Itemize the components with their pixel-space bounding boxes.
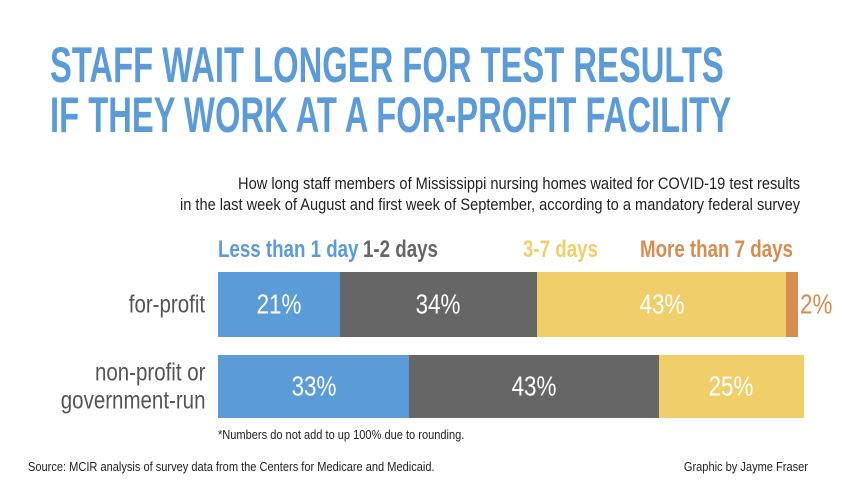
value-label: 21% [256, 288, 302, 320]
bar-segment [409, 355, 659, 418]
bar-segment [537, 272, 787, 337]
credit: Graphic by Jayme Fraser [683, 459, 808, 474]
legend-label: More than 7 days [640, 236, 793, 263]
bar-segment [339, 272, 537, 337]
bar-segment [218, 355, 410, 418]
legend-label: 1-2 days [363, 236, 438, 263]
legend-label: Less than 1 day [218, 236, 359, 263]
value-label: 43% [511, 370, 557, 402]
footnote: *Numbers do not add to up 100% due to ro… [218, 427, 465, 442]
value-label: 2% [800, 288, 833, 320]
value-label: 33% [291, 370, 337, 402]
bar-segment [786, 272, 798, 337]
bar-segment [218, 272, 340, 337]
source: Source: MCIR analysis of survey data fro… [28, 459, 435, 474]
category-label: non-profit or government-run [60, 357, 205, 415]
chart-title: STAFF WAIT LONGER FOR TEST RESULTS IF TH… [50, 37, 732, 143]
legend-label: 3-7 days [523, 236, 598, 263]
value-label: 25% [708, 370, 754, 402]
value-label: 34% [415, 288, 461, 320]
value-label: 43% [639, 288, 685, 320]
category-label: for-profit [128, 290, 205, 319]
chart-subtitle: How long staff members of Mississippi nu… [179, 174, 800, 215]
bar-segment [658, 355, 804, 418]
